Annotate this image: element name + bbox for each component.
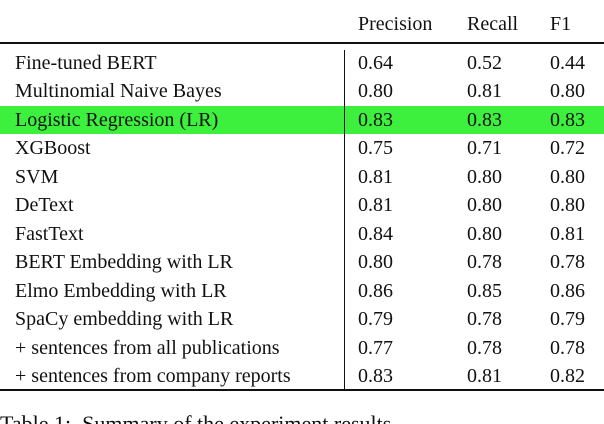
header-cell: Precision [358, 13, 433, 35]
score-cell: 0.80 [467, 194, 502, 217]
method-name: Multinomial Naive Bayes [15, 80, 222, 103]
score-cell: 0.83 [467, 108, 502, 131]
caption: Table 1: Summary of the experiment resul… [0, 411, 391, 424]
score-cell: 0.71 [467, 137, 502, 160]
score-cell: 0.80 [550, 194, 585, 217]
score-cell: 0.86 [550, 279, 585, 302]
score-cell: 0.72 [550, 137, 585, 160]
bottom-rule [0, 389, 604, 391]
score-cell: 0.78 [550, 251, 585, 274]
method-name: Logistic Regression (LR) [15, 108, 219, 131]
score-cell: 0.78 [467, 251, 502, 274]
table-row [0, 163, 604, 191]
score-cell: 0.64 [358, 52, 393, 74]
top-rule [0, 42, 604, 44]
method-name: SVM [15, 165, 59, 188]
score-cell: 0.82 [550, 364, 585, 387]
score-cell: 0.81 [467, 80, 502, 103]
method-name: + sentences from all publications [15, 336, 280, 359]
score-cell: 0.81 [358, 194, 393, 217]
score-cell: 0.83 [358, 364, 393, 387]
caption-text: Summary of the experiment results [82, 411, 392, 424]
method-name: XGBoost [15, 137, 91, 160]
score-cell: 0.84 [358, 222, 393, 245]
score-cell: 0.44 [550, 52, 585, 74]
score-cell: 0.86 [358, 279, 393, 302]
method-name: Fine-tuned BERT [15, 52, 157, 74]
method-name: BERT Embedding with LR [15, 251, 233, 274]
score-cell: 0.78 [467, 308, 502, 331]
score-cell: 0.83 [550, 108, 585, 131]
method-name: Elmo Embedding with LR [15, 279, 227, 302]
score-cell: 0.79 [358, 308, 393, 331]
score-cell: 0.81 [550, 222, 585, 245]
score-cell: 0.80 [467, 165, 502, 188]
header-cell: F1 [550, 13, 572, 35]
table-row [0, 220, 604, 248]
score-cell: 0.83 [358, 108, 393, 131]
score-cell: 0.85 [467, 279, 502, 302]
score-cell: 0.77 [358, 336, 393, 359]
score-cell: 0.81 [358, 165, 393, 188]
score-cell: 0.80 [467, 222, 502, 245]
column-divider [344, 50, 345, 389]
score-cell: 0.80 [358, 251, 393, 274]
method-name: SpaCy embedding with LR [15, 308, 234, 331]
method-name: FastText [15, 222, 84, 245]
method-name: DeText [15, 194, 74, 217]
score-cell: 0.80 [550, 165, 585, 188]
score-cell: 0.80 [550, 80, 585, 103]
score-cell: 0.75 [358, 137, 393, 160]
table-row [0, 105, 604, 134]
score-cell: 0.80 [358, 80, 393, 103]
score-cell: 0.81 [467, 364, 502, 387]
score-cell: 0.52 [467, 52, 502, 74]
header-cell: Recall [467, 13, 519, 35]
score-cell: 0.79 [550, 308, 585, 331]
table-row [0, 191, 604, 219]
score-cell: 0.78 [550, 336, 585, 359]
score-cell: 0.78 [467, 336, 502, 359]
caption-label: Table 1: [0, 411, 72, 424]
method-name: + sentences from company reports [15, 364, 291, 387]
